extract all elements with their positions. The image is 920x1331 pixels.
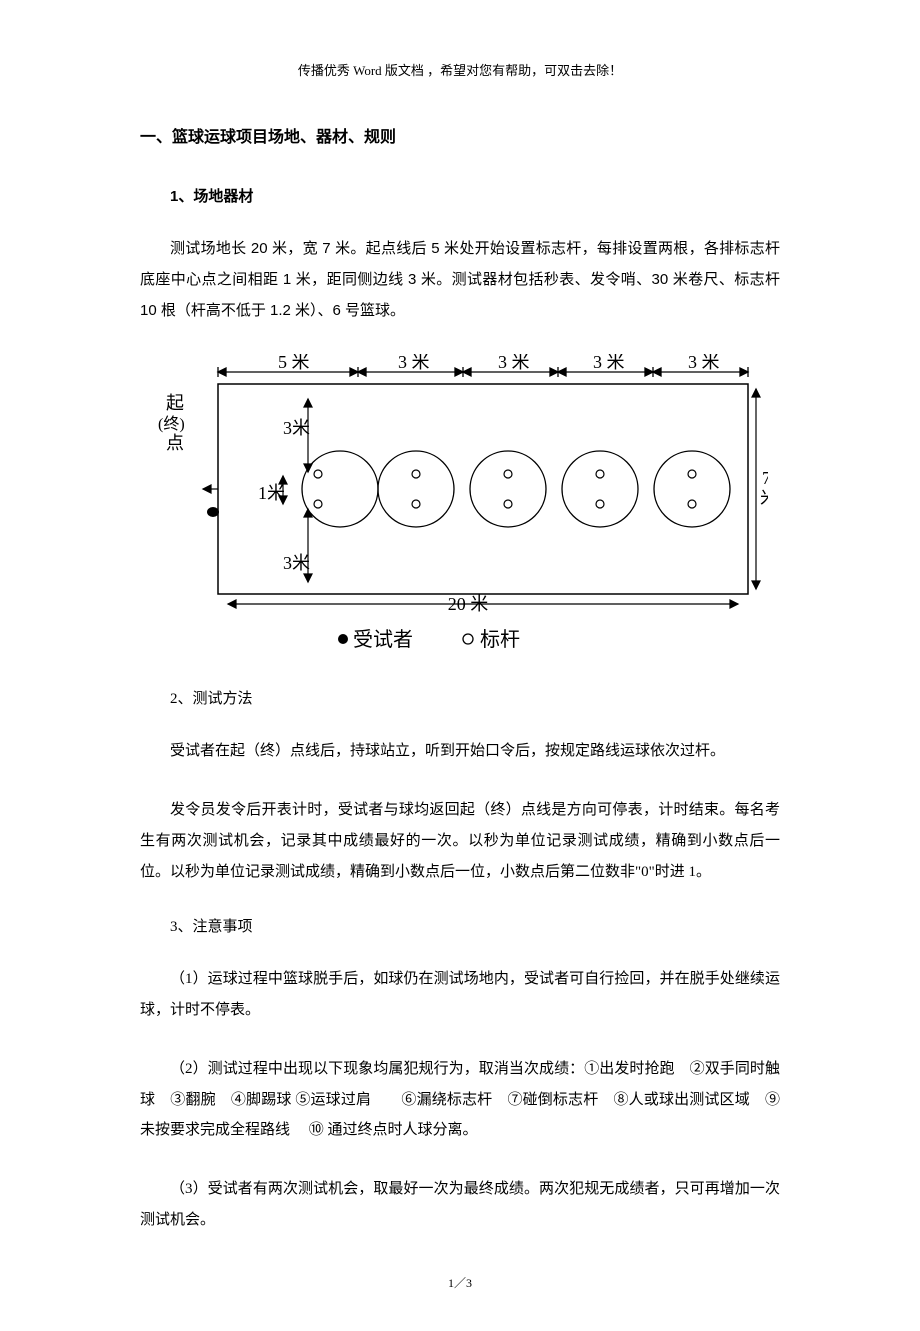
para-1: 测试场地长 20 米，宽 7 米。起点线后 5 米处开始设置标志杆，每排设置两根… [140, 234, 780, 326]
para-2-1: 受试者在起（终）点线后，持球站立，听到开始口令后，按规定路线运球依次过杆。 [140, 736, 780, 767]
dim-right-top: 7 [762, 468, 768, 488]
dribble-path [302, 451, 730, 527]
legend-tester-dot [338, 634, 348, 644]
page-number: 1／3 [140, 1274, 780, 1291]
header-note: 传播优秀 Word 版文档 ，希望对您有帮助，可双击去除！ [140, 60, 780, 79]
tester-dot [207, 507, 219, 517]
para-2-2: 发令员发令后开表计时，受试者与球均返回起（终）点线是方向可停表，计时结束。每名考… [140, 795, 780, 887]
subheading-3: 3、注意事项 [140, 915, 780, 936]
subheading-1: 1、场地器材 [140, 185, 780, 206]
header-note-text: 传播优秀 Word 版文档 ，希望对您有帮助，可双击去除！ [298, 63, 622, 78]
dim-top-4: 3 米 [688, 354, 720, 372]
legend-tester: 受试者 [353, 628, 413, 651]
vdim-0: 3米 [283, 418, 310, 438]
vdim-2: 3米 [283, 553, 310, 573]
para-3-2: （2）测试过程中出现以下现象均属犯规行为，取消当次成绩：①出发时抢跑 ②双手同时… [140, 1054, 780, 1146]
subheading-2: 2、测试方法 [140, 687, 780, 708]
dim-bottom: 20 米 [448, 594, 489, 614]
legend-marker: 标杆 [480, 628, 520, 651]
dim-right-bot: 米 [760, 488, 768, 508]
para-3-1: （1）运球过程中篮球脱手后，如球仍在测试场地内，受试者可自行捡回，并在脱手处继续… [140, 964, 780, 1026]
dim-top-1: 3 米 [398, 354, 430, 372]
markers [314, 470, 696, 508]
left-label-1: (终) [158, 415, 185, 433]
court-diagram: 5 米 3 米 3 米 3 米 3 米 起 (终) 点 3米 1米 3米 [158, 354, 780, 659]
left-label-0: 起 [166, 393, 184, 413]
legend-marker-dot [463, 634, 473, 644]
court-svg: 5 米 3 米 3 米 3 米 3 米 起 (终) 点 3米 1米 3米 [158, 354, 768, 654]
dim-top-0: 5 米 [278, 354, 310, 372]
dim-top-2: 3 米 [498, 354, 530, 372]
dim-top-3: 3 米 [593, 354, 625, 372]
section-title: 一、篮球运球项目场地、器材、规则 [140, 123, 780, 147]
left-label-2: 点 [166, 433, 184, 453]
para-3-3: （3）受试者有两次测试机会，取最好一次为最终成绩。两次犯规无成绩者，只可再增加一… [140, 1174, 780, 1236]
